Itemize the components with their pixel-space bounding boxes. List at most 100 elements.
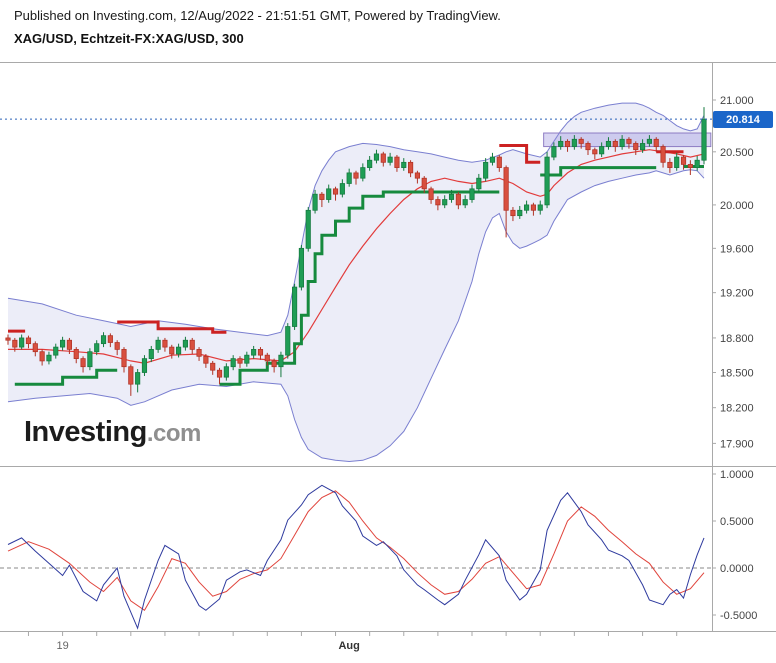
candle-body	[421, 177, 427, 190]
candle-body	[442, 199, 448, 206]
candle-body	[87, 351, 93, 368]
candle-body	[244, 354, 250, 364]
time-axis-label: Aug	[338, 640, 359, 652]
candle-body	[517, 209, 523, 217]
candle-body	[564, 140, 571, 147]
trend-stop-line-green	[14, 368, 118, 386]
candle-body	[298, 247, 304, 288]
candle-body	[428, 188, 434, 200]
candle-body	[230, 358, 236, 368]
candle-body	[585, 143, 591, 151]
price-axis-border	[712, 62, 713, 631]
price-axis-label: 18.500	[720, 368, 754, 380]
candle-body	[360, 167, 366, 179]
price-axis-label: 20.000	[720, 200, 754, 212]
candle-body	[346, 172, 352, 184]
time-axis-label: 19	[56, 640, 68, 652]
bollinger-lower-line	[7, 169, 705, 463]
candle-body	[271, 360, 277, 368]
candle-body	[162, 339, 168, 348]
candle-body	[626, 138, 632, 144]
candle-body	[435, 199, 441, 206]
candle-body	[100, 335, 107, 345]
candle-body	[32, 343, 38, 353]
pane-separator[interactable]	[0, 466, 776, 467]
candle-body	[544, 156, 550, 206]
candle-body	[653, 138, 659, 147]
candle-body	[476, 177, 482, 190]
candle-body	[387, 156, 393, 163]
candle-body	[46, 354, 52, 362]
candle-body	[264, 354, 270, 362]
candle-body	[530, 204, 536, 211]
candle-body	[251, 349, 257, 356]
time-axis-canvas[interactable]: 19 Aug	[0, 632, 776, 662]
candle-body	[503, 167, 509, 211]
candle-body	[182, 339, 188, 348]
oscillator-pane-canvas[interactable]: 1.0000 0.5000 0.0000 -0.5000	[0, 467, 776, 631]
candle-body	[196, 349, 202, 357]
candle-body	[66, 339, 72, 350]
candle-body	[489, 156, 496, 163]
candle-body	[667, 161, 673, 168]
price-pane-canvas[interactable]: 21.000 20.500 20.000 19.600 19.200 18.800 18.5…	[0, 62, 776, 466]
trend-stop-line-red	[499, 144, 541, 164]
candle-body	[367, 159, 373, 168]
candle-body	[278, 354, 284, 368]
candle-body	[680, 156, 687, 165]
candle-body	[401, 161, 407, 168]
candle-body	[605, 140, 612, 147]
candle-body	[223, 366, 229, 378]
symbol-title: XAG/USD, Echtzeit-FX:XAG/USD, 300	[14, 31, 244, 46]
oscillator-plot[interactable]	[0, 484, 712, 630]
published-line: Published on Investing.com, 12/Aug/2022 …	[14, 8, 501, 23]
price-axis[interactable]: 21.000 20.500 20.000 19.600 19.200 18.800 18.5…	[712, 95, 754, 450]
candle-body	[339, 183, 345, 195]
candle-body	[414, 172, 420, 179]
candle-body	[128, 366, 134, 385]
candle-body	[114, 342, 120, 350]
candle-body	[448, 193, 455, 200]
chart-top-border	[0, 62, 776, 63]
candle-body	[571, 138, 577, 147]
logo-name: Investing	[24, 416, 147, 448]
candle-body	[558, 140, 564, 147]
bollinger-upper-line	[7, 102, 705, 337]
price-plot[interactable]	[0, 102, 712, 463]
candle-body	[633, 143, 639, 151]
candle-body	[578, 138, 584, 144]
candle-body	[73, 349, 79, 359]
candle-body	[25, 337, 32, 345]
candle-body	[646, 138, 652, 144]
candle-body	[524, 204, 530, 211]
candle-body	[674, 156, 680, 168]
candle-body	[176, 346, 182, 355]
candle-body	[5, 337, 11, 341]
candle-body	[373, 153, 380, 161]
oscillator-signal-line	[7, 490, 705, 612]
candle-body	[510, 209, 516, 217]
candle-body	[599, 146, 605, 155]
price-axis-label: 18.800	[720, 333, 754, 345]
candle-body	[237, 358, 243, 364]
candle-body	[619, 138, 625, 147]
price-axis-label: 21.000	[720, 95, 754, 107]
candle-body	[285, 326, 291, 356]
candle-body	[141, 358, 148, 373]
candle-body	[496, 156, 502, 168]
candle-body	[701, 118, 707, 161]
candle-body	[394, 156, 400, 168]
candle-body	[551, 146, 557, 158]
price-axis-label: 19.600	[720, 243, 754, 255]
logo-tld: .com	[146, 420, 202, 447]
candle-body	[80, 358, 86, 368]
candle-body	[455, 193, 461, 206]
candle-body	[135, 372, 141, 385]
price-axis-label: 19.200	[720, 288, 754, 300]
investing-logo: Investing.com	[24, 416, 201, 449]
oscillator-axis[interactable]: 1.0000 0.5000 0.0000 -0.5000	[712, 469, 757, 622]
candle-body	[592, 149, 598, 155]
trend-stop-line-green	[540, 166, 657, 177]
bollinger-fill	[8, 103, 704, 462]
candle-body	[469, 188, 475, 200]
